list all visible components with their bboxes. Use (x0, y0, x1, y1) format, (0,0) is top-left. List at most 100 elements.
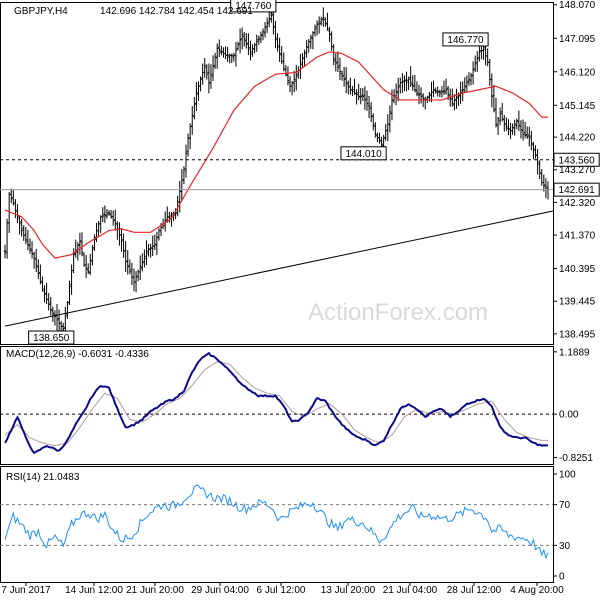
price-bar (145, 240, 148, 265)
price-bar (32, 251, 36, 269)
price-bar (338, 57, 342, 81)
price-bar (97, 220, 100, 238)
price-bar (93, 234, 96, 252)
price-bar (351, 85, 354, 97)
price-tick-label: 140.395 (559, 264, 596, 275)
rsi-tick-label: 100 (559, 470, 576, 481)
price-bar (26, 229, 30, 251)
price-bar (134, 270, 138, 293)
price-bar (438, 89, 442, 97)
price-bar (286, 66, 290, 86)
price-bar (276, 33, 279, 52)
price-bar (211, 55, 215, 81)
price-bar (367, 95, 371, 119)
price-bar (138, 255, 142, 281)
price-bar (245, 32, 248, 49)
price-bar (207, 63, 211, 94)
rsi-tick-label: 30 (559, 541, 571, 552)
price-bar (126, 250, 130, 275)
swing-price-label-box (230, 0, 277, 13)
swing-price-label: 138.650 (33, 333, 70, 344)
price-bar (86, 263, 90, 275)
price-bar (469, 72, 473, 86)
price-bar (374, 122, 377, 138)
price-bar (346, 80, 350, 95)
price-bar (319, 16, 323, 26)
price-bar (313, 24, 317, 37)
price-bar (88, 253, 92, 276)
price-bar (496, 116, 500, 135)
price-bar (53, 310, 57, 326)
rsi-tick-label: 0 (559, 572, 565, 583)
price-bar (24, 226, 28, 245)
price-tick-label: 148.070 (559, 0, 596, 11)
resistance-price-label-box (553, 152, 600, 167)
swing-price-label: 146.770 (447, 35, 484, 46)
price-bar (342, 66, 346, 87)
price-bar (5, 218, 9, 259)
price-bar (465, 75, 469, 92)
time-tick-label: 4 Aug 20:00 (510, 585, 564, 596)
price-bar (118, 222, 121, 246)
price-bar (413, 74, 417, 93)
price-bar (47, 293, 50, 311)
price-bar (111, 210, 115, 226)
price-bar (301, 53, 304, 69)
price-bar (461, 81, 465, 102)
price-bar (22, 225, 26, 241)
price-bar (405, 71, 408, 92)
price-bar (398, 77, 402, 94)
price-bar (490, 73, 494, 108)
price-bar (317, 16, 321, 34)
price-bar (417, 84, 421, 105)
price-bar (411, 75, 415, 91)
price-bar (292, 70, 296, 93)
price-bar (386, 114, 390, 142)
price-bar (332, 44, 336, 66)
price-bar (409, 66, 412, 88)
price-bar (322, 7, 325, 27)
price-bar (217, 39, 221, 58)
price-bar (534, 145, 537, 159)
price-bar (272, 10, 275, 35)
candles (3, 7, 550, 335)
price-bar (415, 81, 419, 97)
rsi-line (4, 484, 549, 560)
price-bar (467, 72, 471, 86)
price-bar (240, 27, 244, 50)
price-bar (444, 78, 448, 95)
time-tick-label: 13 Jul 20:00 (321, 585, 376, 596)
price-bar (330, 31, 333, 51)
price-panel: ActionForex.com 148.070 147.095 146.120 145.… (0, 0, 600, 345)
macd-line (4, 351, 549, 455)
price-bar (143, 249, 146, 268)
price-bar (213, 52, 217, 69)
price-panel-frame (0, 2, 554, 345)
price-bar (259, 31, 263, 43)
price-bar (530, 130, 533, 151)
price-bar (51, 306, 55, 322)
macd-panel-frame (0, 346, 554, 465)
price-bar (43, 285, 46, 303)
price-bar (299, 54, 302, 80)
price-bar (388, 105, 392, 133)
price-bar (120, 228, 123, 252)
price-bar (486, 48, 489, 67)
current-price-label: 142.691 (559, 185, 596, 196)
price-bar (475, 51, 479, 72)
price-bar (109, 210, 113, 219)
price-bar (147, 244, 150, 257)
current-price-box (553, 182, 600, 197)
price-bar (394, 83, 398, 106)
price-bar (513, 119, 517, 136)
rsi-label: RSI(14) 21.0483 (6, 472, 80, 483)
price-bar (294, 64, 298, 91)
price-bar (157, 228, 161, 241)
price-tick-label: 143.270 (559, 165, 596, 176)
price-bar (450, 88, 454, 107)
swing-price-label: 144.010 (345, 149, 382, 160)
price-bar (20, 218, 23, 237)
price-tick-label: 145.145 (559, 101, 596, 112)
price-bar (371, 113, 375, 131)
price-bar (103, 205, 107, 223)
